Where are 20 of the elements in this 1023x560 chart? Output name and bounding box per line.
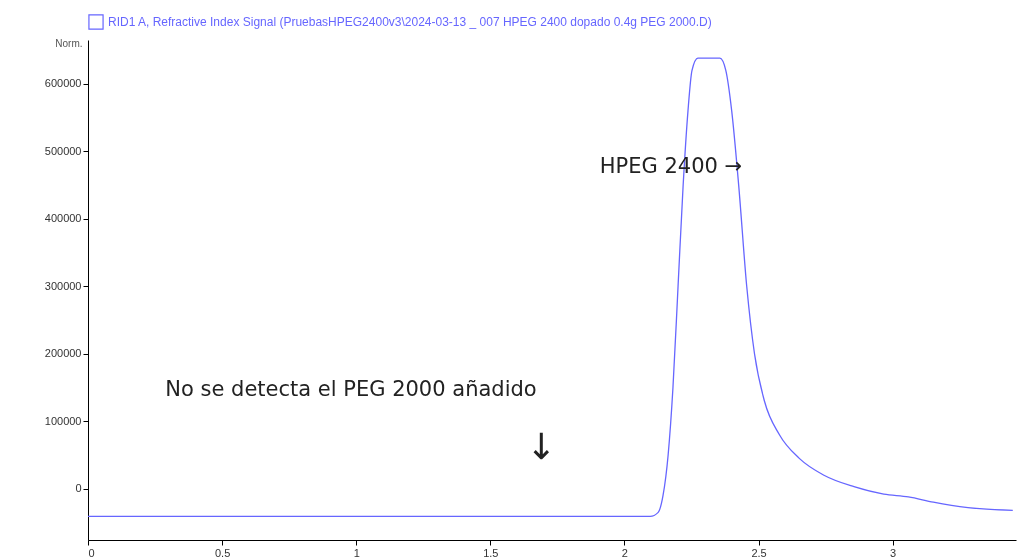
- x-tick-label: 1.5: [483, 546, 499, 559]
- y-tick-label: 600000: [44, 77, 82, 90]
- y-tick-label: 500000: [44, 144, 82, 157]
- x-tick-label: 0.5: [214, 546, 231, 559]
- y-tick-label: 100000: [44, 414, 82, 427]
- annotation: ↓: [525, 426, 557, 467]
- x-tick-label: 0: [88, 546, 95, 559]
- y-tick-label: 400000: [44, 212, 82, 225]
- y-tick-label: 200000: [44, 347, 82, 360]
- y-axis-title: Norm.: [55, 37, 83, 49]
- x-tick-label: 1: [353, 546, 360, 559]
- annotation: No se detecta el PEG 2000 añadido: [165, 377, 537, 401]
- x-tick-label: 2.5: [751, 546, 767, 559]
- annotation: HPEG 2400 →: [599, 154, 743, 178]
- legend-label: RID1 A, Refractive Index Signal (PruebasHPEG2400v3\2024-03-13 _ 007 HPEG 2400 dopado 0.4g PEG 2000.D): [108, 15, 712, 29]
- line-series: [88, 57, 1014, 518]
- x-tick-label: 3: [890, 546, 897, 559]
- x-tick-label: 2: [621, 546, 628, 559]
- y-tick-label: 0: [75, 482, 82, 495]
- y-tick-label: 300000: [44, 279, 82, 292]
